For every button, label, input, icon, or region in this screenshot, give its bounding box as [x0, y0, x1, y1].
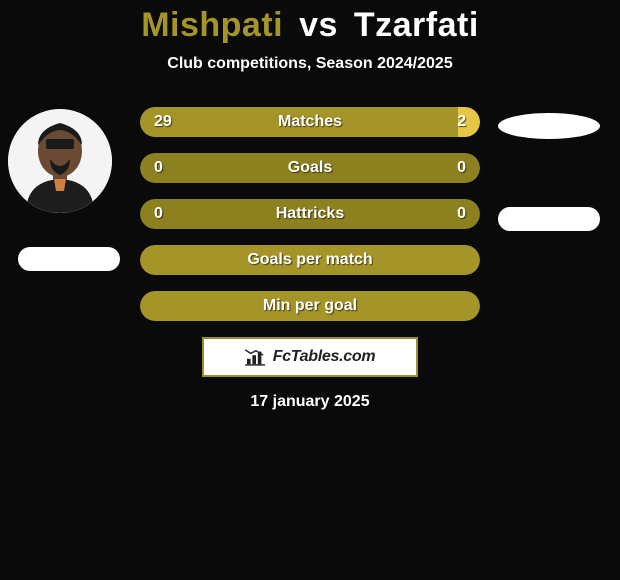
stat-bars: 292Matches 00Goals 00Hattricks Goals per ma… — [140, 107, 480, 321]
comparison-card: Mishpati vs Tzarfati Club competitions, … — [0, 0, 620, 580]
player2-avatar-placeholder — [498, 113, 600, 139]
player1-name: Mishpati — [141, 6, 283, 44]
stat-row: Goals per match — [140, 245, 480, 275]
stat-row: 292Matches — [140, 107, 480, 137]
stat-row: Min per goal — [140, 291, 480, 321]
player1-avatar — [8, 109, 112, 213]
avatar-icon — [8, 109, 112, 213]
brand-badge: FcTables.com — [202, 337, 418, 377]
stats-area: 292Matches 00Goals 00Hattricks Goals per ma… — [0, 107, 620, 321]
stat-label: Hattricks — [140, 199, 480, 229]
vs-text: vs — [299, 6, 338, 44]
stat-row: 00Hattricks — [140, 199, 480, 229]
bar-chart-icon — [245, 348, 267, 366]
stat-label: Goals — [140, 153, 480, 183]
player1-chip — [18, 247, 120, 271]
stat-label: Goals per match — [140, 245, 480, 275]
brand-text: FcTables.com — [273, 348, 376, 366]
stat-row: 00Goals — [140, 153, 480, 183]
stat-label: Min per goal — [140, 291, 480, 321]
page-title: Mishpati vs Tzarfati — [0, 6, 620, 45]
subtitle: Club competitions, Season 2024/2025 — [0, 55, 620, 73]
stat-label: Matches — [140, 107, 480, 137]
date-text: 17 january 2025 — [0, 393, 620, 411]
player2-name: Tzarfati — [354, 6, 479, 44]
player2-chip — [498, 207, 600, 231]
